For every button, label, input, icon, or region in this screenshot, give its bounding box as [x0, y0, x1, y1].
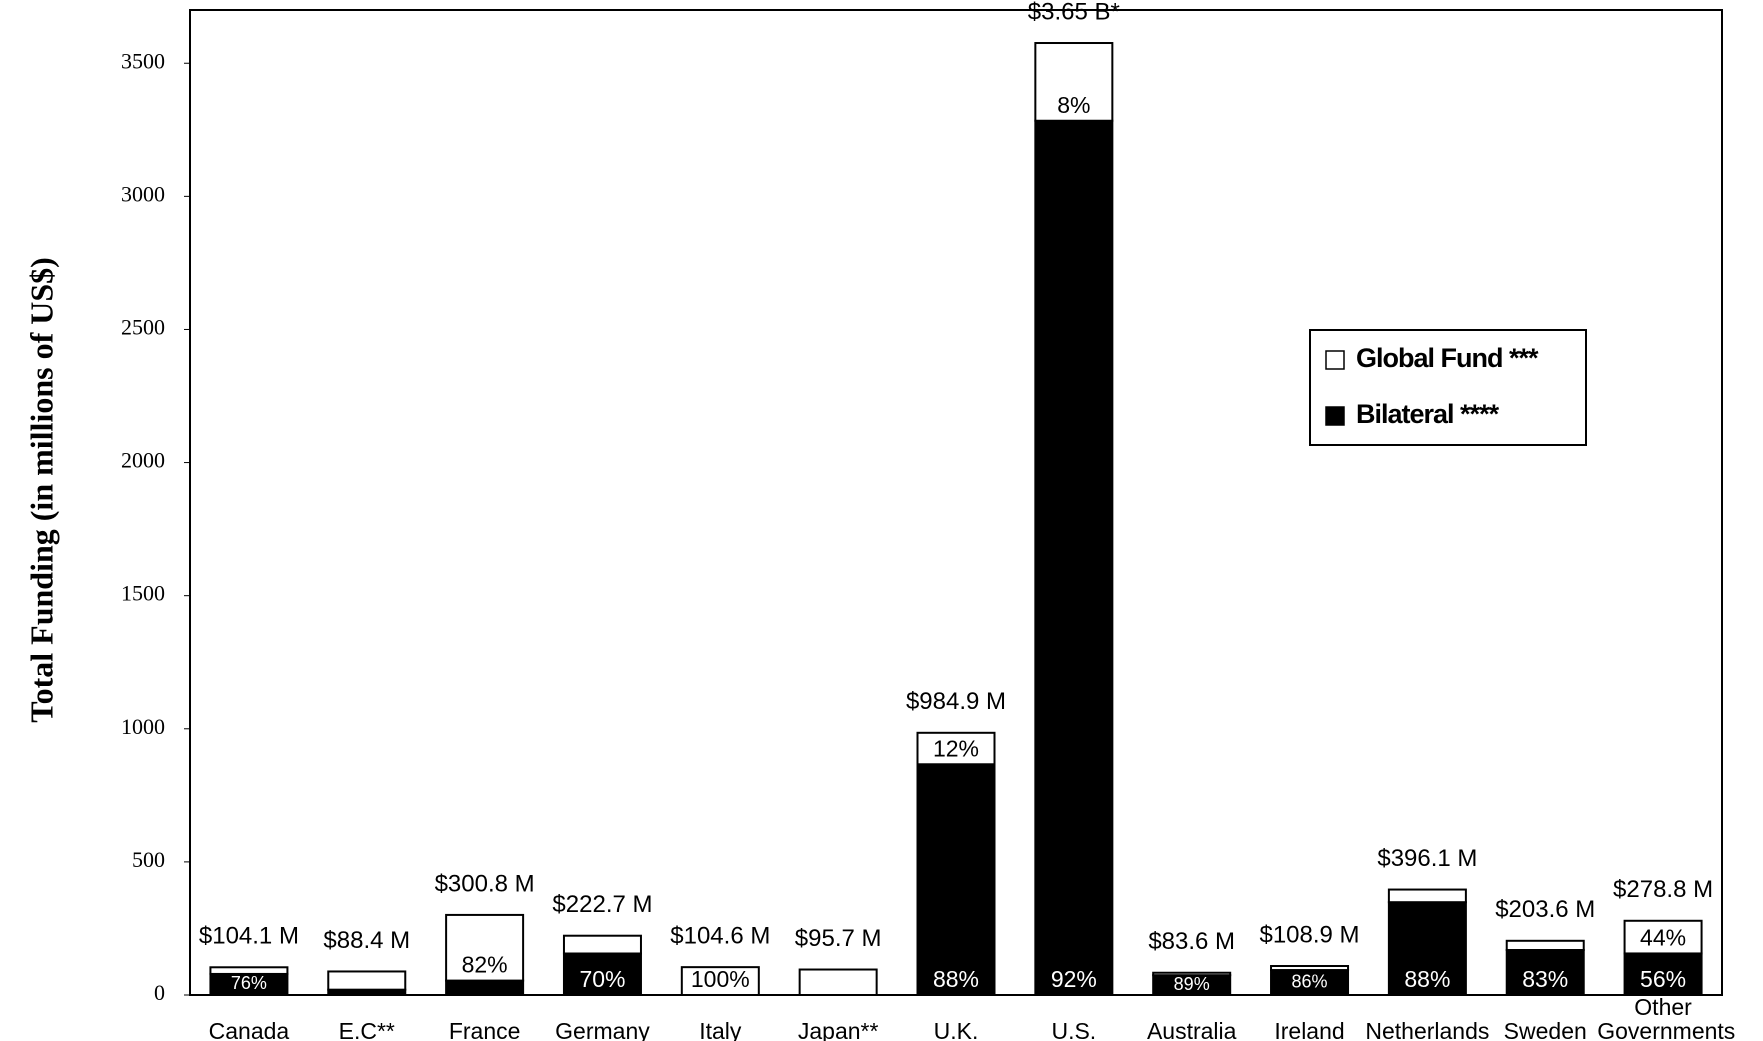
percent-label: 88%	[933, 966, 979, 992]
total-label: $88.4 M	[323, 927, 410, 954]
x-tick-label: Other Governments	[1591, 994, 1735, 1041]
y-axis-label: Total Funding (in millions of US$)	[23, 257, 59, 723]
percent-label: 89%	[1174, 974, 1210, 994]
legend-label: Bilateral ****	[1356, 399, 1500, 429]
x-tick-label: Ireland	[1274, 1018, 1344, 1041]
total-label: $300.8 M	[435, 870, 535, 897]
percent-label: 70%	[579, 966, 625, 992]
x-tick-label: Sweden	[1504, 1018, 1587, 1041]
total-label: $95.7 M	[795, 925, 882, 952]
percent-label: 88%	[1404, 966, 1450, 992]
bar-segment	[562, 952, 642, 996]
total-label: $108.9 M	[1259, 921, 1359, 948]
bar-segment	[1152, 971, 1232, 977]
bar-segment	[1270, 969, 1350, 997]
total-label: $83.6 M	[1148, 928, 1235, 955]
bar-segment	[1387, 888, 1467, 904]
percent-label: 92%	[1051, 966, 1097, 992]
total-label: $984.9 M	[906, 688, 1006, 715]
bar-segment	[209, 966, 289, 975]
bar-segment	[1270, 965, 1350, 972]
y-tick-label: 3000	[121, 181, 165, 206]
bar-segment	[1623, 919, 1703, 955]
legend-label: Global Fund ***	[1356, 343, 1539, 373]
total-label: $203.6 M	[1495, 896, 1595, 923]
x-tick-label: U.S.	[1051, 1018, 1096, 1041]
percent-label: 82%	[462, 952, 508, 978]
bar-segment	[1505, 949, 1585, 996]
total-label: $104.1 M	[199, 923, 299, 950]
legend-box	[1309, 329, 1587, 446]
total-label: $278.8 M	[1613, 876, 1713, 903]
total-label: $222.7 M	[552, 891, 652, 918]
percent-label: 56%	[1640, 966, 1686, 992]
legend-swatch	[1325, 406, 1345, 426]
percent-label: 83%	[1522, 966, 1568, 992]
bar-segment	[562, 934, 642, 955]
y-tick-label: 2500	[121, 315, 165, 340]
y-tick-label: 1500	[121, 581, 165, 606]
x-tick-label: Italy	[699, 1018, 742, 1041]
bar-segment	[916, 731, 996, 766]
percent-label: 76%	[231, 973, 267, 993]
total-label: $104.6 M	[670, 922, 770, 949]
y-tick-label: 500	[132, 847, 165, 872]
bar-segment	[798, 968, 878, 997]
total-label: $3.65 B*	[1028, 0, 1120, 25]
bar-segment	[1034, 119, 1114, 996]
x-tick-label: U.K.	[934, 1018, 979, 1041]
percent-label: 8%	[1057, 92, 1090, 118]
percent-label: 44%	[1640, 925, 1686, 951]
bar-segment	[327, 970, 407, 991]
legend-swatch	[1325, 350, 1345, 370]
percent-label: 86%	[1292, 971, 1328, 991]
percent-label: 12%	[933, 735, 979, 761]
x-tick-label: Australia	[1147, 1018, 1237, 1041]
y-tick-label: 1000	[121, 714, 165, 739]
x-tick-label: Netherlands	[1365, 1018, 1489, 1041]
bar-segment	[680, 966, 760, 997]
y-tick-label: 2000	[121, 448, 165, 473]
bar-segment	[1034, 42, 1114, 122]
bar-segment	[916, 763, 996, 996]
x-tick-label: Germany	[555, 1018, 650, 1041]
y-tick-label: 3500	[121, 48, 165, 73]
percent-label: 100%	[691, 966, 750, 992]
x-tick-label: France	[449, 1018, 521, 1041]
total-label: $396.1 M	[1377, 845, 1477, 872]
y-tick-label: 0	[154, 980, 165, 1005]
bar-segment	[445, 913, 525, 982]
bar-segment	[1505, 939, 1585, 952]
x-tick-label: Canada	[209, 1018, 290, 1041]
bar-segment	[445, 979, 525, 997]
x-tick-label: E.C**	[339, 1018, 395, 1041]
x-tick-label: Japan**	[798, 1018, 879, 1041]
